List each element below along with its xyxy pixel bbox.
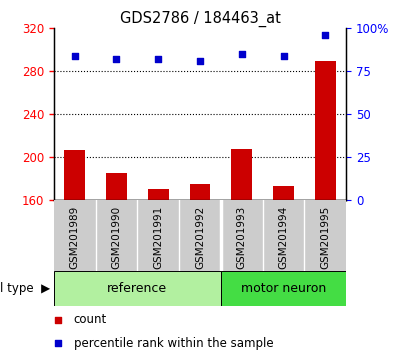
Text: GSM201990: GSM201990 bbox=[111, 206, 121, 269]
Point bbox=[322, 32, 328, 38]
Text: GSM201994: GSM201994 bbox=[279, 206, 289, 269]
Text: GSM201991: GSM201991 bbox=[153, 206, 163, 269]
Text: GSM201995: GSM201995 bbox=[320, 206, 330, 269]
Text: percentile rank within the sample: percentile rank within the sample bbox=[74, 337, 273, 350]
Title: GDS2786 / 184463_at: GDS2786 / 184463_at bbox=[119, 11, 281, 27]
Bar bbox=[231, 149, 252, 200]
Bar bbox=[106, 173, 127, 200]
Point bbox=[280, 53, 287, 59]
Point bbox=[72, 53, 78, 59]
Point bbox=[197, 58, 203, 64]
Point bbox=[113, 56, 119, 62]
Text: GSM201992: GSM201992 bbox=[195, 206, 205, 269]
Bar bbox=[221, 271, 346, 306]
Bar bbox=[189, 184, 211, 200]
Text: GSM201989: GSM201989 bbox=[70, 206, 80, 269]
Text: cell type  ▶: cell type ▶ bbox=[0, 282, 50, 295]
Text: GSM201993: GSM201993 bbox=[237, 206, 247, 269]
Bar bbox=[148, 189, 169, 200]
Text: reference: reference bbox=[107, 282, 168, 295]
Bar bbox=[315, 61, 336, 200]
Point bbox=[55, 317, 61, 322]
Point bbox=[55, 341, 61, 346]
Point bbox=[155, 56, 162, 62]
Bar bbox=[54, 271, 221, 306]
Bar bbox=[64, 150, 85, 200]
Text: count: count bbox=[74, 313, 107, 326]
Point bbox=[238, 51, 245, 57]
Bar bbox=[273, 186, 294, 200]
Text: motor neuron: motor neuron bbox=[241, 282, 326, 295]
